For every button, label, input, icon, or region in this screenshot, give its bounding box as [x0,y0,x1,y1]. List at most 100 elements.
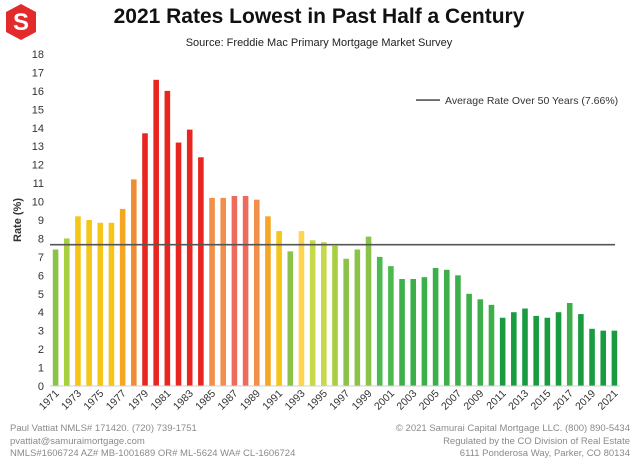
x-tick-label: 1981 [148,388,173,413]
x-tick-label: 2003 [394,388,419,413]
y-tick-label: 14 [32,123,44,135]
bar-2007 [455,275,461,386]
bar-2002 [399,279,405,386]
bar-2015 [544,317,551,386]
samurai-logo-icon: S [6,4,36,40]
x-tick-label: 1983 [171,388,196,413]
bar-2010 [488,304,495,386]
bar-1985 [209,197,215,386]
bar-1982 [175,142,182,386]
footer-right-line: 6111 Ponderosa Way, Parker, CO 80134 [459,448,630,459]
y-tick-label: 6 [38,270,44,282]
bar-2006 [443,269,450,386]
bar-1976 [108,222,115,386]
x-tick-label: 1975 [81,388,106,413]
footer-right-line: © 2021 Samurai Capital Mortgage LLC. (80… [395,423,630,434]
bar-1987 [231,196,238,386]
bar-2009 [477,299,484,386]
bar-1991 [276,231,282,386]
bar-2011 [499,317,506,386]
y-tick-label: 17 [32,67,44,79]
bar-1989 [253,199,260,386]
y-tick-label: 10 [32,197,44,209]
footer-contact: Paul Vattiat NMLS# 171420. (720) 739-175… [10,423,295,461]
footer-left-line: Paul Vattiat NMLS# 171420. (720) 739-175… [10,423,197,434]
bar-2001 [388,266,394,386]
bar-1972 [63,238,70,386]
bar-1978 [131,179,137,386]
bar-2021 [611,330,618,386]
x-tick-label: 1989 [238,388,263,413]
bar-1996 [332,245,338,386]
y-tick-label: 0 [38,381,44,393]
x-tick-label: 1997 [327,388,352,413]
bar-2018 [578,314,584,386]
bar-1997 [343,258,349,386]
bar-1994 [309,240,316,386]
y-tick-label: 7 [38,252,44,264]
bar-1980 [153,79,159,387]
chart-subtitle: Source: Freddie Mac Primary Mortgage Mar… [185,37,453,49]
y-tick-label: 2 [38,344,44,356]
x-tick-label: 2015 [528,388,553,413]
y-axis-label: Rate (%) [12,198,24,242]
y-tick-label: 16 [32,86,44,98]
y-tick-label: 8 [38,233,44,245]
bar-2003 [410,279,417,386]
bar-2020 [600,330,607,386]
x-tick-label: 1987 [216,388,241,413]
y-tick-label: 4 [38,307,44,319]
y-tick-label: 11 [33,178,44,190]
x-tick-label: 1973 [59,388,84,413]
y-tick-label: 18 [32,49,44,61]
chart-title: 2021 Rates Lowest in Past Half a Century [113,5,525,28]
bar-1974 [86,220,92,386]
logo-letter: S [13,9,29,36]
y-tick-label: 5 [38,289,44,301]
bar-1998 [354,249,361,386]
bar-1993 [298,231,305,386]
x-tick-label: 1977 [104,388,129,413]
bar-2000 [376,256,383,386]
bar-2012 [511,312,517,386]
bar-1977 [119,208,126,386]
x-tick-label: 2007 [439,388,464,413]
y-tick-label: 1 [38,363,44,375]
y-tick-label: 13 [32,141,44,153]
bar-1983 [186,129,193,386]
x-tick-label: 2001 [372,388,397,413]
y-tick-label: 3 [38,326,44,338]
bar-2013 [522,308,528,386]
bar-1995 [321,242,327,386]
x-tick-label: 2009 [461,388,486,413]
bar-1973 [75,216,81,386]
footer-company: © 2021 Samurai Capital Mortgage LLC. (80… [396,423,630,461]
y-tick-label: 15 [32,104,44,116]
x-tick-label: 2013 [506,388,531,413]
bar-2017 [566,303,573,386]
x-tick-label: 2011 [484,388,509,413]
legend-label: Average Rate Over 50 Years (7.66%) [445,95,618,107]
x-tick-label: 1999 [350,388,375,413]
bar-1990 [265,216,271,386]
bar-1992 [287,251,294,386]
bar-1984 [198,157,204,386]
y-tick-label: 9 [38,215,44,227]
bar-2004 [421,277,428,386]
x-tick-label: 1995 [305,388,330,413]
bar-1986 [220,197,227,386]
x-tick-label: 1993 [283,388,308,413]
bar-2005 [432,267,439,386]
bar-2019 [589,328,595,386]
x-tick-label: 1991 [260,388,285,413]
footer-left-line: NMLS#1606724 AZ# MB-1001689 OR# ML-5624 … [10,448,296,459]
bar-1975 [97,222,104,386]
x-tick-label: 2021 [596,388,621,413]
x-tick-label: 2005 [417,388,442,413]
bar-1999 [365,236,372,386]
x-tick-label: 1979 [126,388,151,413]
y-tick-label: 12 [32,160,44,172]
bar-2014 [533,315,539,386]
bar-1981 [164,90,171,386]
